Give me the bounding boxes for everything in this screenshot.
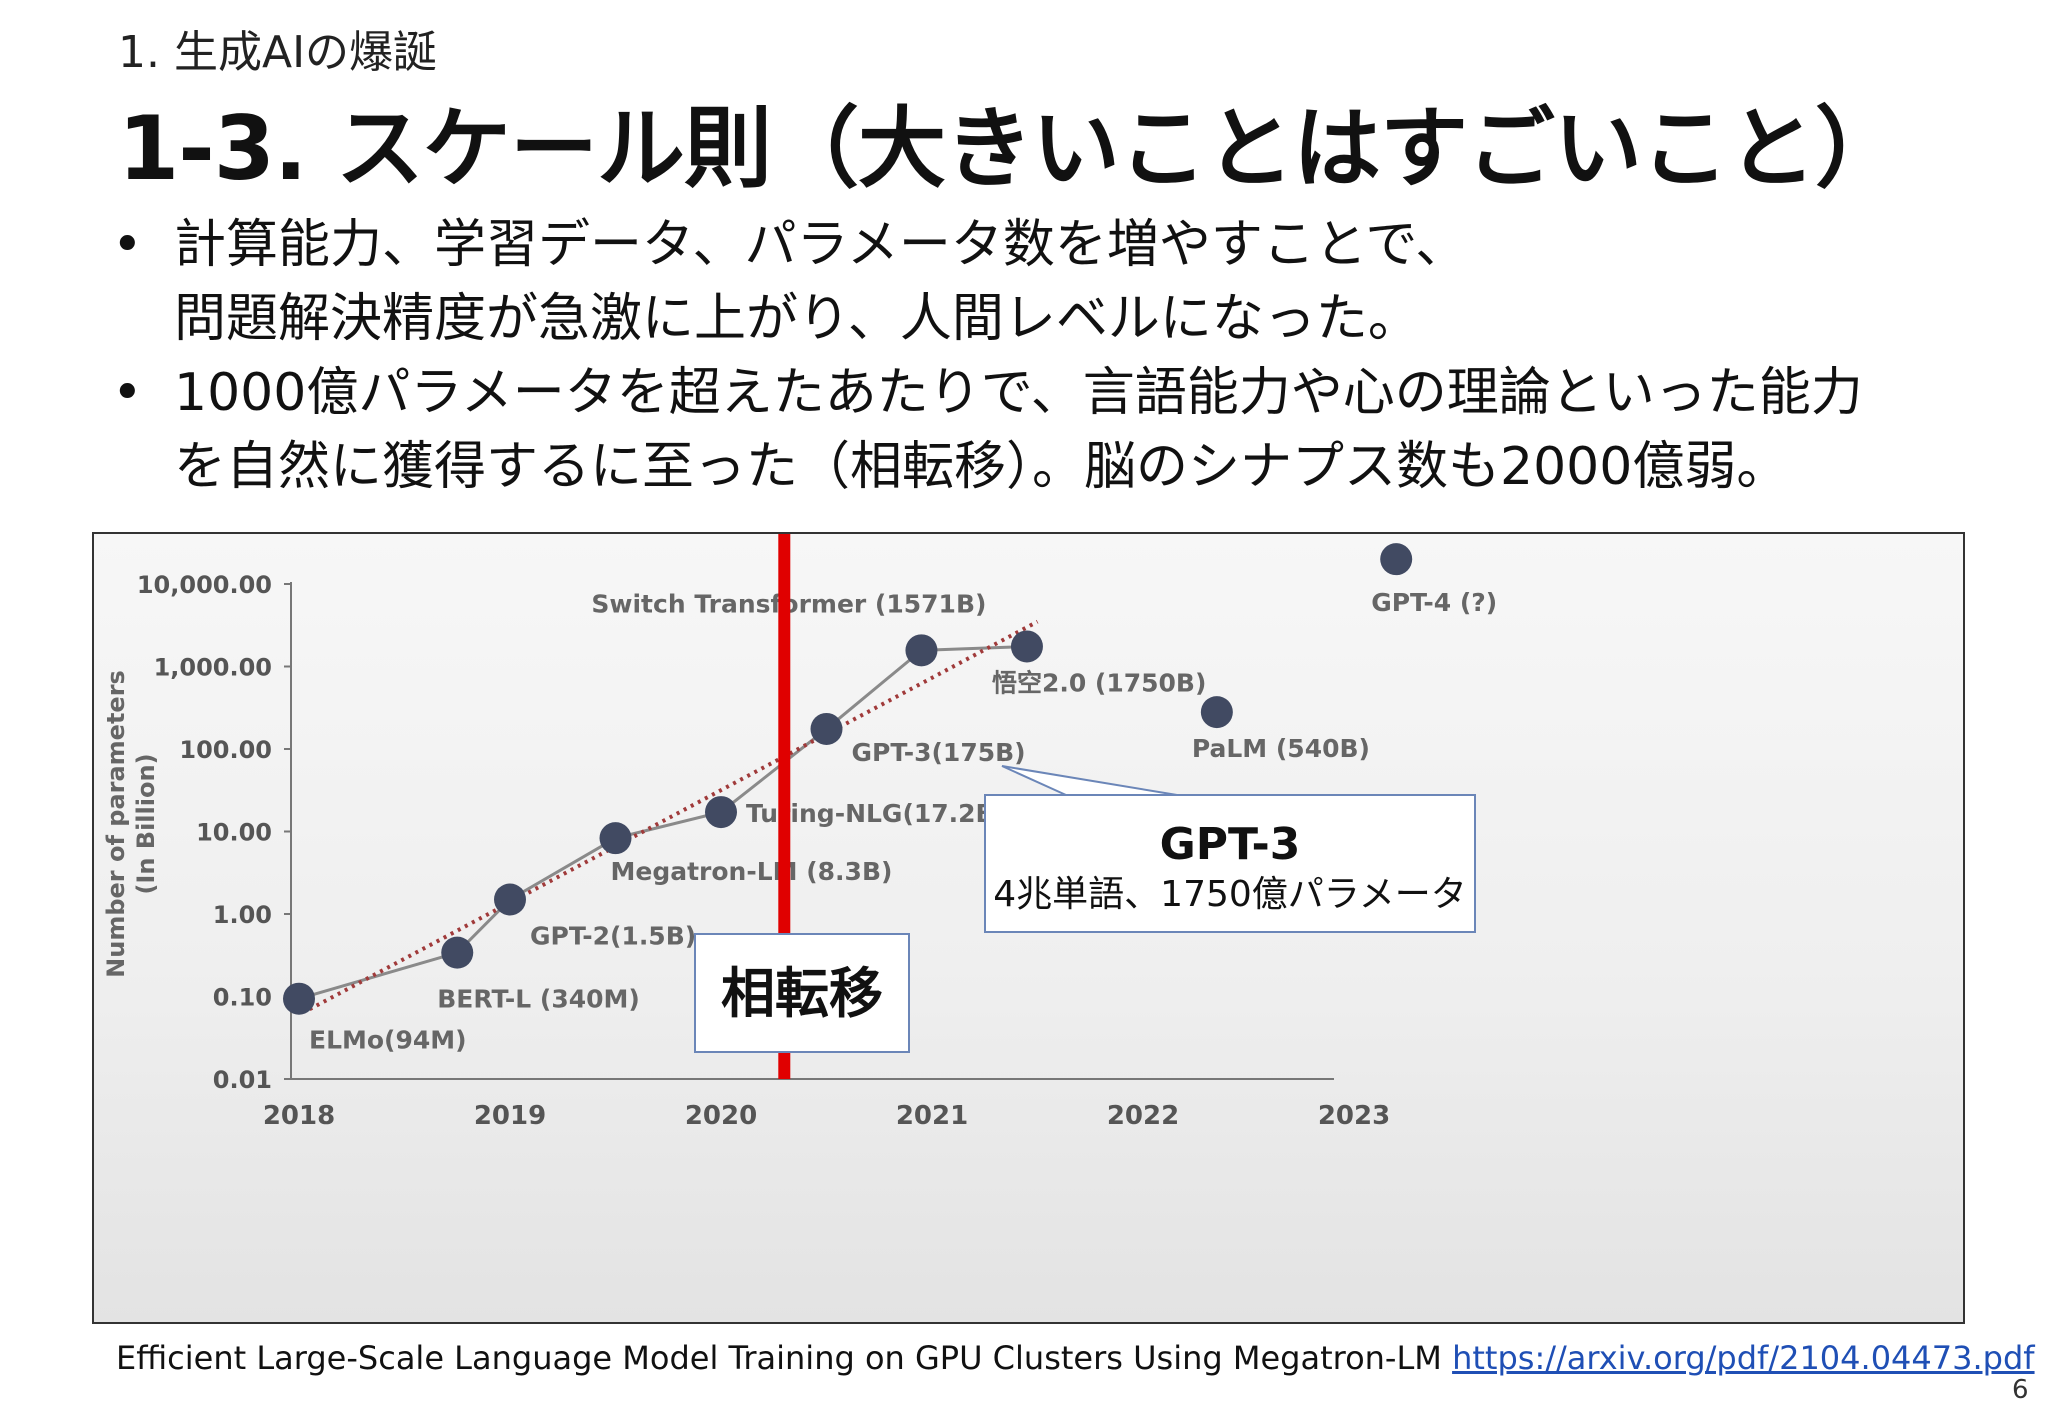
bullet-line: 問題解決精度が急激に上がり、人間レベルになった。 [174,289,1420,349]
bullet-item: • 計算能力、学習データ、パラメータ数を増やすことで、 問題解決精度が急激に上が… [112,208,1992,356]
y-tick-label: 10,000.00 [137,571,272,599]
page-title: 1-3. スケール則（大きいことはすごいこと） [118,97,1903,200]
gpt3-callout-title: GPT-3 [1160,819,1301,870]
data-point [494,883,526,916]
data-point [283,982,315,1015]
y-tick-label: 100.00 [179,736,272,764]
bullet-list: • 計算能力、学習データ、パラメータ数を増やすことで、 問題解決精度が急激に上が… [112,208,1992,504]
data-label: ELMo(94M) [309,1026,467,1055]
trend-line [308,619,1039,1012]
x-tick-label: 2020 [685,1101,757,1131]
data-label: PaLM (540B) [1192,734,1370,763]
y-axis-subtitle: (In Billion) [132,753,160,894]
data-point [810,712,843,745]
y-tick-label: 10.00 [196,819,272,847]
phase-label-box [694,933,910,1053]
data-point [905,634,938,667]
data-label: BERT-L (340M) [437,985,640,1014]
data-point [441,936,474,969]
data-point [599,822,632,855]
x-tick-label: 2023 [1318,1101,1390,1131]
section-heading: 1. 生成AIの爆誕 [118,27,438,78]
phase-label-text: 相転移 [721,962,883,1025]
bullet-line: 1000億パラメータを超えたあたりで、言語能力や心の理論といった能力 [174,363,1863,423]
data-label: 悟空2.0 (1750B) [992,668,1206,697]
y-axis-title: Number of parameters [102,670,130,978]
x-tick-label: 2018 [263,1101,335,1131]
data-point [1380,543,1413,576]
x-tick-label: 2019 [474,1101,546,1131]
chart-panel: 0.01 0.10 1.00 10.00 100.00 1,000.00 10,000.00… [92,532,1965,1324]
page-number: 6 [2012,1375,2029,1405]
source-caption: Efficient Large-Scale Language Model Tra… [116,1339,2035,1377]
bullet-dot-icon: • [112,215,143,275]
data-label: GPT-4 (?) [1371,588,1497,617]
data-label: GPT-3(175B) [852,738,1026,767]
parameter-scaling-chart: 0.01 0.10 1.00 10.00 100.00 1,000.00 10,000.00… [102,534,1497,1131]
x-tick-label: 2021 [896,1101,968,1131]
gpt3-callout-box [984,765,1476,933]
source-caption-text: Efficient Large-Scale Language Model Tra… [116,1339,1453,1377]
y-tick-label: 0.01 [213,1066,272,1094]
x-tick-label: 2022 [1107,1101,1179,1131]
bullet-line: を自然に獲得するに至った（相転移）。脳のシナプス数も2000億弱。 [174,437,1789,497]
data-point [705,796,737,829]
gpt3-callout-detail: 4兆単語、1750億パラメータ [993,874,1466,915]
data-label: GPT-2(1.5B) [530,921,696,950]
data-label: Megatron-LM (8.3B) [611,857,893,886]
source-link[interactable]: https://arxiv.org/pdf/2104.04473.pdf [1452,1339,2035,1377]
y-tick-label: 1.00 [213,901,272,929]
bullet-line: 計算能力、学習データ、パラメータ数を増やすことで、 [174,215,1468,275]
bullet-item: • 1000億パラメータを超えたあたりで、言語能力や心の理論といった能力 を自然… [112,356,1992,504]
data-point [1010,630,1043,663]
bullet-dot-icon: • [112,363,143,423]
y-tick-label: 1,000.00 [154,654,272,682]
y-tick-label: 0.10 [213,984,272,1012]
data-point [1200,696,1233,729]
